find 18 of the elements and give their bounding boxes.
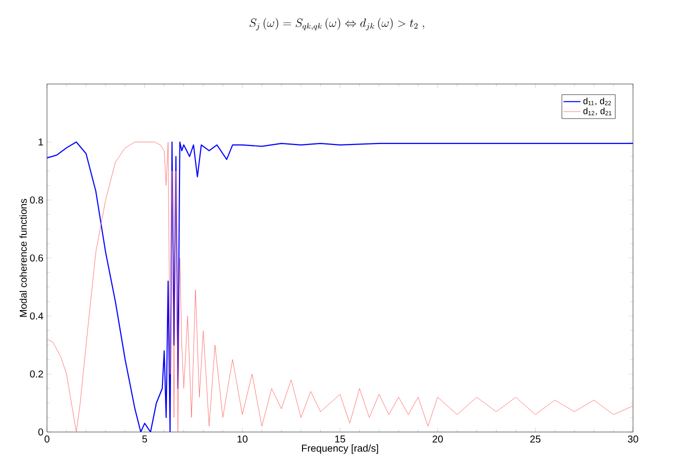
text: $S_j\,(\omega) = S_{qk,qk}\,(\omega) \Leftrightarrow d_{jk}\,(\omega) > t_2\ ,$ [250, 18, 424, 30]
y-tick-label: 1 [38, 138, 43, 146]
y-tick-label: 0 [38, 428, 44, 436]
y-tick-label: 0.6 [30, 254, 44, 262]
y-axis-title: Modal coherence functions [19, 198, 27, 317]
x-tick-label: 30 [628, 436, 638, 443]
y-tick-label: 0.8 [30, 196, 44, 204]
legend-label: d$_{12}$, d$_{21}$ [583, 108, 612, 116]
x-tick-label: 5 [142, 436, 148, 442]
x-axis-title: Frequency [rad/s] [302, 444, 378, 454]
x-tick-label: 25 [530, 436, 540, 443]
x-tick-label: 20 [432, 436, 443, 443]
y-tick-label: 0.4 [30, 312, 44, 320]
legend-label: d$_{11}$, d$_{22}$ [583, 98, 611, 106]
x-tick-label: 0 [44, 436, 50, 443]
x-tick-label: 10 [238, 436, 248, 443]
y-tick-label: 0.2 [30, 370, 43, 378]
x-tick-label: 15 [335, 436, 346, 442]
